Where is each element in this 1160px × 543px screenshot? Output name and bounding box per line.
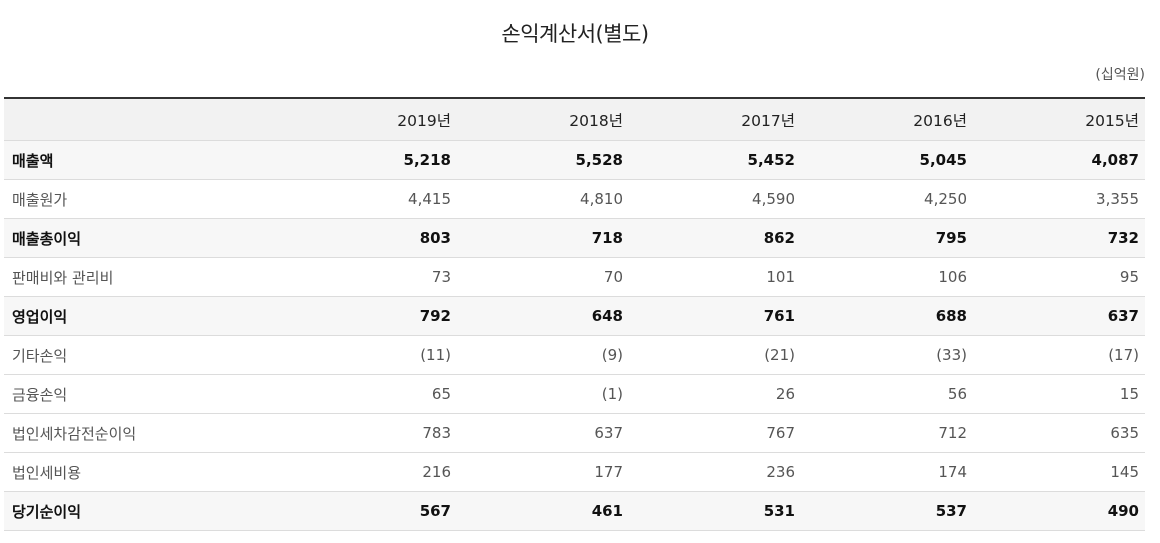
value-cell: 635 — [973, 413, 1145, 453]
row-label: 금융손익 — [4, 374, 285, 414]
value-cell: 236 — [629, 452, 801, 492]
table-row: 금융손익 65 (1) 26 56 15 — [4, 374, 1145, 414]
row-label: 영업이익 — [4, 296, 285, 336]
value-cell: 688 — [801, 296, 973, 336]
value-cell: 3,355 — [973, 179, 1145, 219]
value-cell: (17) — [973, 335, 1145, 375]
value-cell: 101 — [629, 257, 801, 297]
value-cell: 718 — [457, 218, 629, 258]
row-label: 당기순이익 — [4, 491, 285, 531]
table-row: 당기순이익 567 461 531 537 490 — [4, 491, 1145, 531]
value-cell: 4,087 — [973, 140, 1145, 180]
table-body: 매출액 5,218 5,528 5,452 5,045 4,087 매출원가 4,415 4,8… — [4, 140, 1145, 531]
value-cell: 783 — [285, 413, 457, 453]
header-year-2018: 2018년 — [457, 98, 629, 141]
value-cell: (1) — [457, 374, 629, 414]
row-label: 매출원가 — [4, 179, 285, 219]
row-label: 매출총이익 — [4, 218, 285, 258]
value-cell: 792 — [285, 296, 457, 336]
table-row: 법인세비용 216 177 236 174 145 — [4, 452, 1145, 492]
table-row: 기타손익 (11) (9) (21) (33) (17) — [4, 335, 1145, 375]
value-cell: 803 — [285, 218, 457, 258]
row-label: 판매비와 관리비 — [4, 257, 285, 297]
value-cell: 795 — [801, 218, 973, 258]
table-header-row: 2019년 2018년 2017년 2016년 2015년 — [4, 98, 1145, 141]
value-cell: (21) — [629, 335, 801, 375]
value-cell: 537 — [801, 491, 973, 531]
table-row: 법인세차감전순이익 783 637 767 712 635 — [4, 413, 1145, 453]
value-cell: 461 — [457, 491, 629, 531]
value-cell: (11) — [285, 335, 457, 375]
row-label: 법인세차감전순이익 — [4, 413, 285, 453]
page-title: 손익계산서(별도) — [501, 22, 649, 46]
value-cell: 26 — [629, 374, 801, 414]
value-cell: 767 — [629, 413, 801, 453]
value-cell: 177 — [457, 452, 629, 492]
row-label: 매출액 — [4, 140, 285, 180]
value-cell: 145 — [973, 452, 1145, 492]
value-cell: 4,415 — [285, 179, 457, 219]
table-row: 매출총이익 803 718 862 795 732 — [4, 218, 1145, 258]
value-cell: 5,045 — [801, 140, 973, 180]
value-cell: 637 — [973, 296, 1145, 336]
value-cell: 531 — [629, 491, 801, 531]
value-cell: 106 — [801, 257, 973, 297]
value-cell: 216 — [285, 452, 457, 492]
value-cell: 637 — [457, 413, 629, 453]
unit-label: (십억원) — [1095, 67, 1145, 83]
value-cell: 761 — [629, 296, 801, 336]
value-cell: 65 — [285, 374, 457, 414]
value-cell: 5,218 — [285, 140, 457, 180]
header-label-cell — [4, 98, 285, 141]
value-cell: 862 — [629, 218, 801, 258]
table-row: 영업이익 792 648 761 688 637 — [4, 296, 1145, 336]
income-statement-table: 2019년 2018년 2017년 2016년 2015년 매출액 5,218 5,… — [4, 97, 1145, 531]
value-cell: 648 — [457, 296, 629, 336]
row-label: 기타손익 — [4, 335, 285, 375]
value-cell: 4,250 — [801, 179, 973, 219]
value-cell: 567 — [285, 491, 457, 531]
value-cell: 56 — [801, 374, 973, 414]
value-cell: 5,452 — [629, 140, 801, 180]
value-cell: 712 — [801, 413, 973, 453]
header-year-2017: 2017년 — [629, 98, 801, 141]
header-year-2016: 2016년 — [801, 98, 973, 141]
value-cell: (33) — [801, 335, 973, 375]
header-year-2015: 2015년 — [973, 98, 1145, 141]
value-cell: 4,590 — [629, 179, 801, 219]
header-year-2019: 2019년 — [285, 98, 457, 141]
table-row: 매출액 5,218 5,528 5,452 5,045 4,087 — [4, 140, 1145, 180]
value-cell: 73 — [285, 257, 457, 297]
value-cell: 95 — [973, 257, 1145, 297]
value-cell: 732 — [973, 218, 1145, 258]
value-cell: 15 — [973, 374, 1145, 414]
value-cell: 70 — [457, 257, 629, 297]
row-label: 법인세비용 — [4, 452, 285, 492]
table-row: 매출원가 4,415 4,810 4,590 4,250 3,355 — [4, 179, 1145, 219]
value-cell: 490 — [973, 491, 1145, 531]
value-cell: (9) — [457, 335, 629, 375]
value-cell: 4,810 — [457, 179, 629, 219]
value-cell: 174 — [801, 452, 973, 492]
value-cell: 5,528 — [457, 140, 629, 180]
table-row: 판매비와 관리비 73 70 101 106 95 — [4, 257, 1145, 297]
